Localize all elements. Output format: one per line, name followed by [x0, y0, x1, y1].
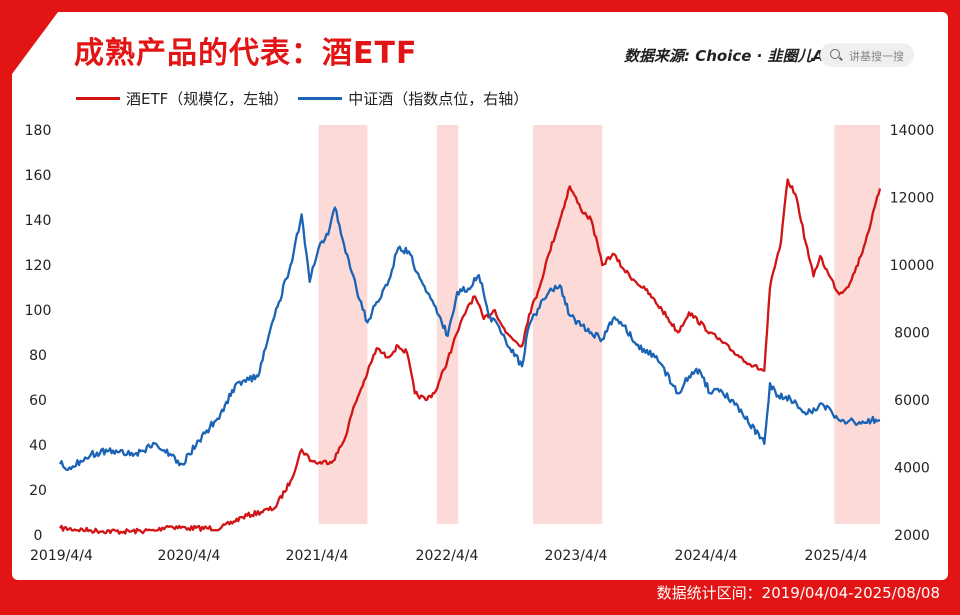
y-right-tick-4: 10000: [890, 258, 935, 274]
search-icon: [830, 49, 840, 59]
chart-legend: 酒ETF（规模亿，左轴） 中证酒（指数点位，右轴）: [76, 88, 538, 109]
x-tick-4: 2023/4/4: [545, 548, 608, 564]
chart-panel: [12, 12, 948, 580]
y-left-tick-9: 180: [25, 123, 52, 139]
legend-label-etf: 酒ETF（规模亿，左轴）: [126, 90, 289, 108]
x-tick-3: 2022/4/4: [416, 548, 479, 564]
shaded-period-0: [318, 125, 368, 524]
shaded-period-2: [532, 125, 603, 524]
search-box[interactable]: 讲基搜一搜: [820, 43, 914, 67]
legend-swatch-red: [76, 97, 120, 100]
y-left-tick-0: 0: [34, 528, 43, 544]
x-tick-5: 2024/4/4: [675, 548, 738, 564]
y-left-tick-7: 140: [25, 213, 52, 229]
legend-item-index: 中证酒（指数点位，右轴）: [298, 88, 528, 109]
x-tick-6: 2025/4/4: [805, 548, 868, 564]
x-tick-2: 2021/4/4: [286, 548, 349, 564]
series-line-index: [58, 206, 881, 472]
y-right-tick-6: 14000: [890, 123, 935, 139]
y-left-tick-5: 100: [25, 303, 52, 319]
shaded-period-1: [436, 125, 459, 524]
y-left-tick-2: 40: [29, 438, 47, 454]
y-right-tick-2: 6000: [894, 393, 930, 409]
search-placeholder: 讲基搜一搜: [849, 50, 904, 63]
legend-label-index: 中证酒（指数点位，右轴）: [348, 90, 529, 108]
y-right-tick-0: 2000: [894, 528, 930, 544]
legend-swatch-blue: [298, 97, 343, 100]
x-tick-0: 2019/4/4: [30, 548, 93, 564]
y-left-tick-4: 80: [29, 348, 47, 364]
y-right-tick-5: 12000: [890, 191, 935, 207]
data-period-footer: 数据统计区间：2019/04/04-2025/08/08: [656, 584, 940, 602]
y-left-tick-8: 160: [25, 168, 52, 184]
y-left-tick-6: 120: [25, 258, 52, 274]
corner-decoration: [12, 12, 58, 74]
y-right-tick-1: 4000: [894, 461, 930, 477]
y-right-tick-3: 8000: [894, 326, 930, 342]
shaded-period-3: [834, 125, 880, 524]
page-title: 成熟产品的代表：酒ETF: [74, 36, 418, 71]
legend-item-etf: 酒ETF（规模亿，左轴）: [76, 88, 288, 109]
y-left-tick-1: 20: [29, 483, 47, 499]
series-line-etf: [59, 178, 882, 535]
x-tick-1: 2020/4/4: [158, 548, 221, 564]
y-left-tick-3: 60: [29, 393, 47, 409]
data-source-label: 数据来源: Choice · 韭圈儿App: [624, 47, 846, 65]
